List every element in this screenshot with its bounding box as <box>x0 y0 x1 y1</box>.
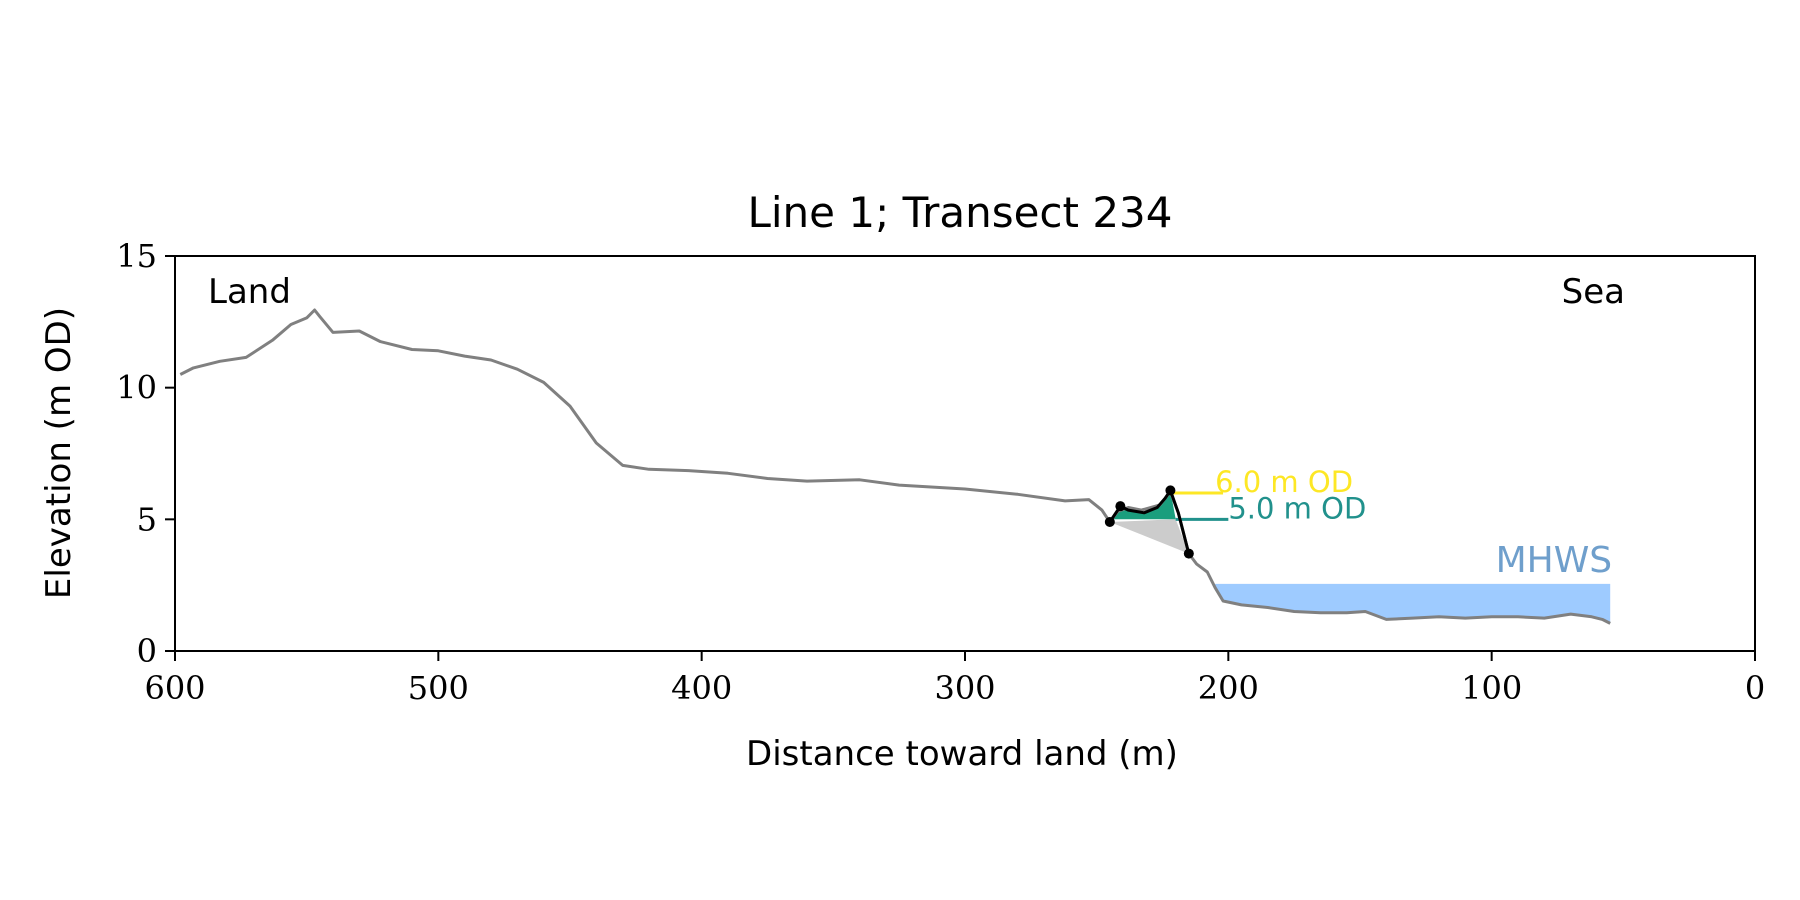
x-tick-label: 600 <box>144 669 205 707</box>
mhws-label: MHWS <box>1496 540 1613 581</box>
dune-marker <box>1104 516 1115 527</box>
x-axis-label: Distance toward land (m) <box>746 734 1178 774</box>
dune-marker <box>1115 501 1126 512</box>
land-label: Land <box>208 272 291 312</box>
mhws-band <box>1215 583 1611 624</box>
y-axis-ticks: 0 5 10 15 <box>116 237 175 670</box>
reference-label-6m: 6.0 m OD <box>1215 465 1353 499</box>
dune-fill-above-5m <box>1112 490 1176 520</box>
chart-title: Line 1; Transect 234 <box>747 188 1172 237</box>
y-tick-label: 10 <box>116 369 157 407</box>
dune-marker <box>1165 485 1176 496</box>
reference-label-5m: 5.0 m OD <box>1228 491 1366 525</box>
dune-fill-below <box>1109 519 1189 554</box>
plot-area: 6.0 m OD5.0 m OD MHWS <box>179 308 1613 625</box>
dune-marker <box>1183 548 1194 559</box>
sea-label: Sea <box>1562 272 1625 312</box>
y-tick-label: 0 <box>137 632 157 670</box>
x-axis-ticks: 600 500 400 300 200 100 0 <box>144 651 1765 707</box>
x-tick-label: 500 <box>408 669 469 707</box>
x-tick-label: 200 <box>1198 669 1259 707</box>
x-tick-label: 400 <box>671 669 732 707</box>
y-tick-label: 5 <box>137 500 157 538</box>
profile-line <box>179 308 1611 625</box>
y-tick-label: 15 <box>116 237 157 275</box>
x-tick-label: 0 <box>1745 669 1765 707</box>
x-tick-label: 100 <box>1461 669 1522 707</box>
y-axis-label: Elevation (m OD) <box>39 307 79 599</box>
x-tick-label: 300 <box>934 669 995 707</box>
